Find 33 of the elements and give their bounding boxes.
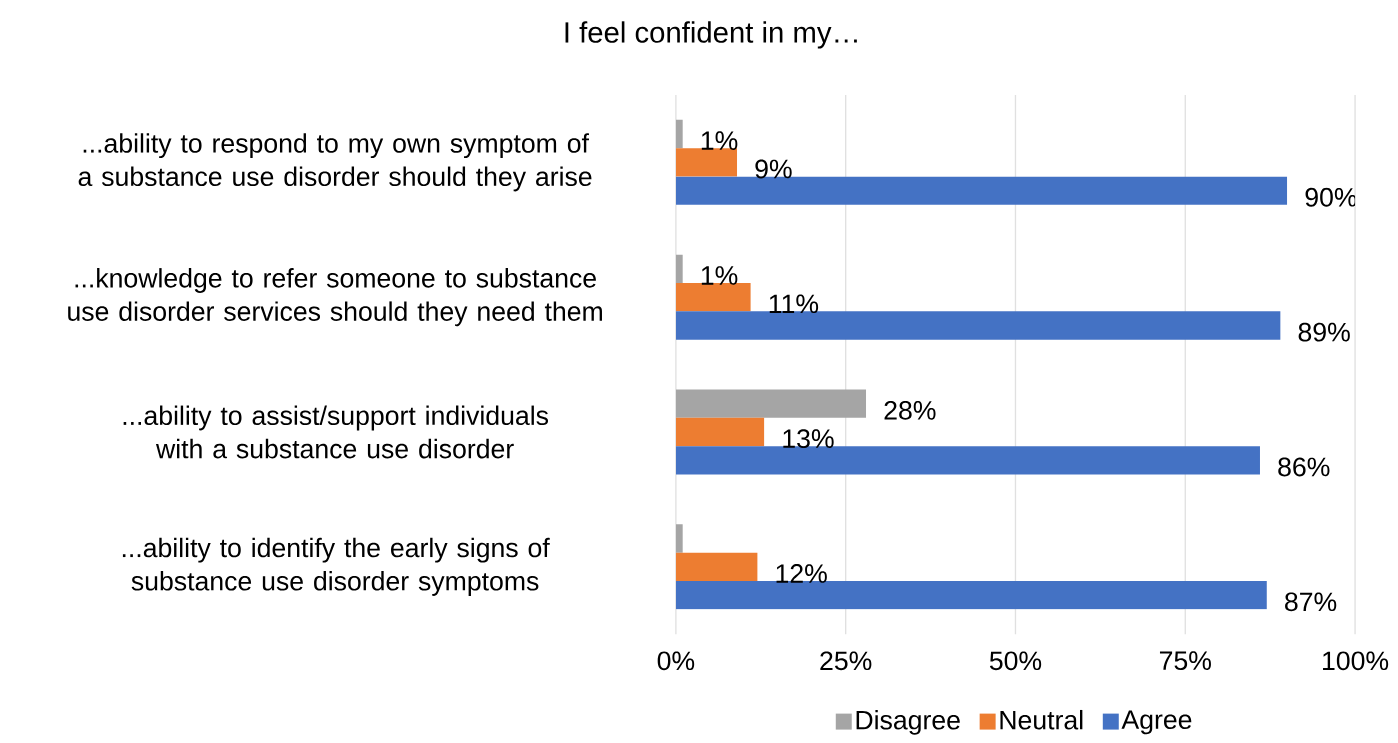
- y-tick-label: ...ability to identify the early signs of substance use disorder symptoms: [122, 537, 550, 596]
- bar: [675, 389, 867, 418]
- x-tick-label: 50%: [989, 651, 1042, 671]
- bar: [675, 148, 738, 177]
- data-label: 12%: [776, 564, 827, 583]
- data-label: 1%: [701, 131, 738, 150]
- bar: [675, 254, 683, 283]
- x-tick-label: 25%: [820, 651, 872, 671]
- x-tick-label: 100%: [1323, 651, 1389, 671]
- y-tick-label: ...ability to assist/support individuals with a substance use disorder: [123, 405, 548, 459]
- bar: [675, 417, 765, 447]
- bar: [675, 446, 1260, 475]
- chart-title: I feel confident in my…: [565, 21, 857, 49]
- legend-label: Neutral: [1000, 709, 1083, 730]
- data-label: 9%: [755, 159, 792, 179]
- data-label: 13%: [783, 429, 834, 449]
- data-label: 90%: [1305, 187, 1357, 207]
- data-label: 28%: [884, 400, 936, 420]
- bar: [675, 311, 1281, 340]
- bar: [675, 524, 683, 553]
- data-label: 1%: [701, 266, 738, 285]
- legend-label: Agree: [1121, 710, 1192, 735]
- data-label: 11%: [769, 294, 819, 314]
- data-label: 89%: [1298, 322, 1350, 342]
- y-tick-label: ...knowledge to refer someone to substance use disorder services should they need them: [68, 268, 602, 327]
- x-tick-label: 75%: [1159, 651, 1211, 671]
- bar: [675, 119, 683, 149]
- y-tick-label: ...ability to respond to my own symptom of a substance use disorder should they arise: [78, 133, 592, 192]
- x-tick-label: 0%: [657, 651, 695, 671]
- data-label: 86%: [1278, 457, 1330, 477]
- data-label: 87%: [1285, 592, 1337, 612]
- bar: [675, 552, 758, 581]
- legend-label: Disagree: [856, 709, 960, 735]
